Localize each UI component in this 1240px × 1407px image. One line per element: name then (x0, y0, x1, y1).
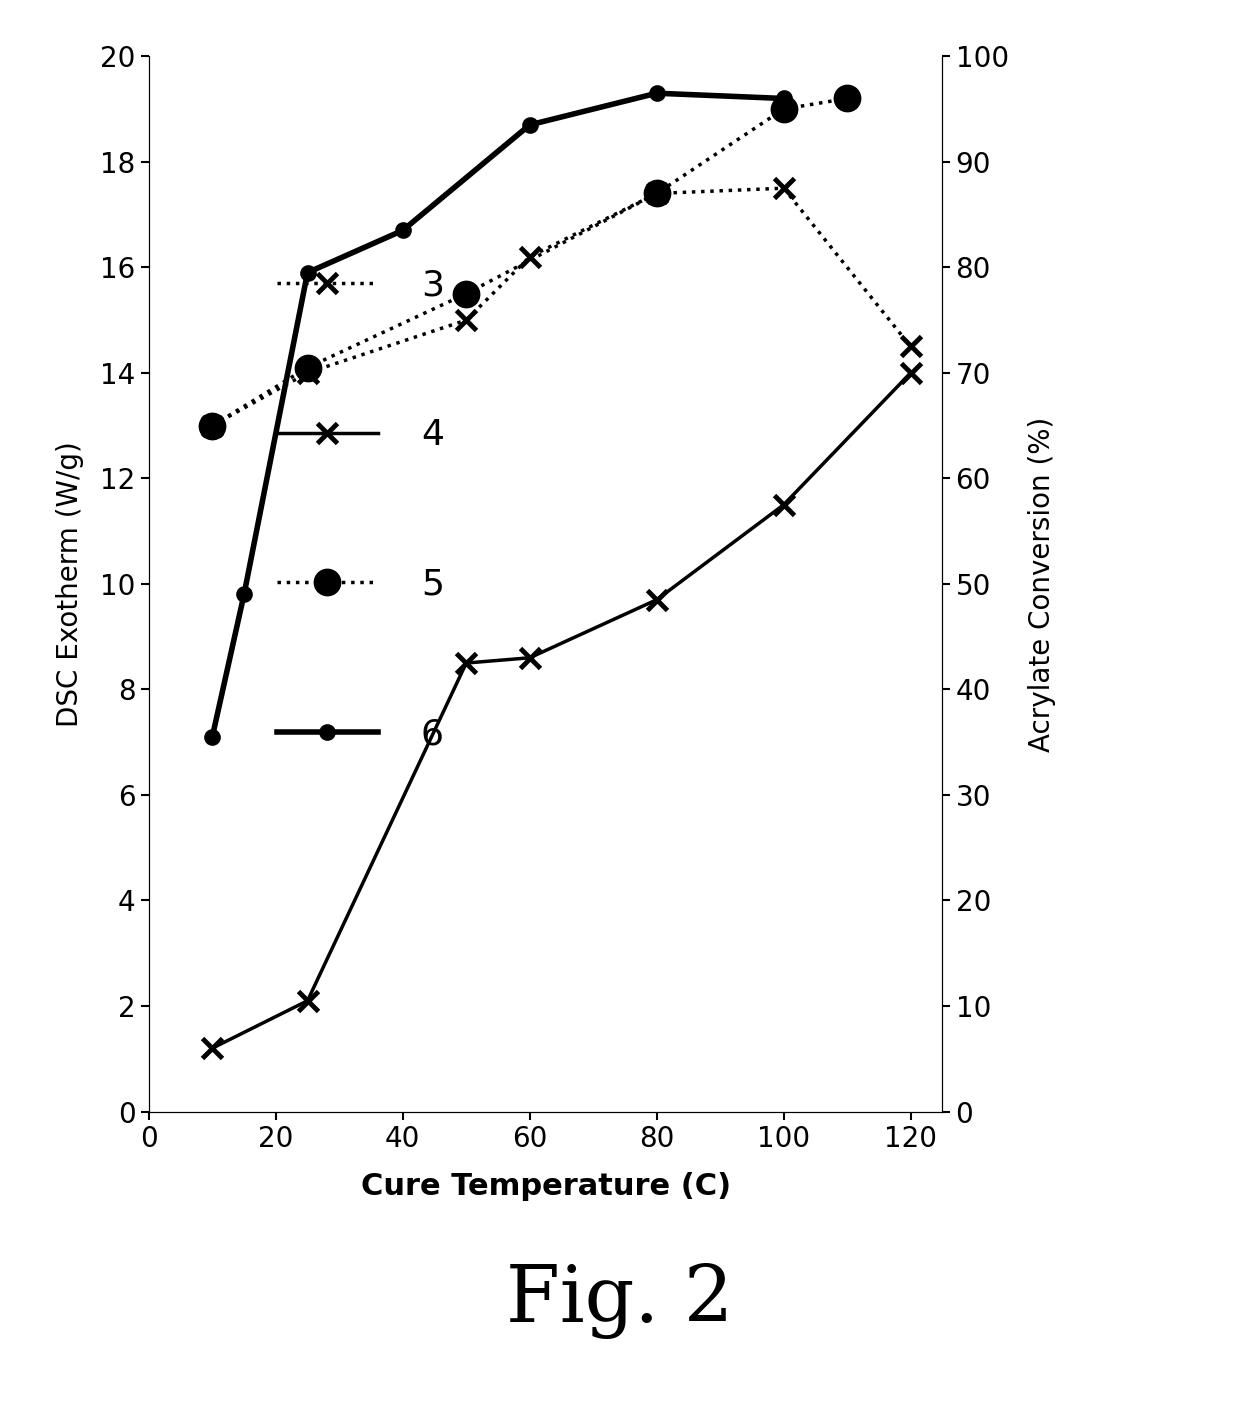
Legend: 3, 4, 5, 6: 3, 4, 5, 6 (262, 255, 459, 765)
Y-axis label: Acrylate Conversion (%): Acrylate Conversion (%) (1028, 416, 1056, 751)
Text: Fig. 2: Fig. 2 (506, 1263, 734, 1339)
X-axis label: Cure Temperature (C): Cure Temperature (C) (361, 1172, 730, 1202)
Y-axis label: DSC Exotherm (W/g): DSC Exotherm (W/g) (56, 440, 83, 727)
